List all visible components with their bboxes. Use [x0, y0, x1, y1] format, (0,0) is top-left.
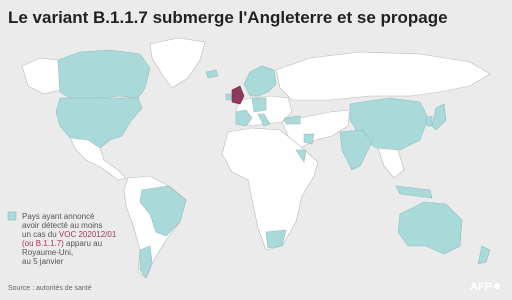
israel — [295, 149, 307, 163]
afp-logo-dot — [494, 283, 500, 289]
japan — [431, 103, 447, 131]
title: Le variant B.1.1.7 submerge l'Angleterre… — [8, 8, 448, 27]
southeast-asia — [377, 147, 405, 179]
legend-text: Pays ayant annoncé avoir détecté au moin… — [22, 212, 119, 266]
greenland — [149, 37, 206, 89]
turkey — [283, 115, 301, 125]
germany — [251, 97, 267, 113]
legend-line: Royaume-Uni, — [22, 248, 73, 257]
usa — [55, 97, 143, 149]
legend-line: au 5 janvier — [22, 257, 64, 266]
legend-line: un cas du — [22, 230, 59, 239]
india — [339, 129, 373, 171]
world-map — [21, 37, 491, 279]
united-kingdom — [231, 85, 245, 105]
iberia — [235, 109, 253, 127]
indonesia — [395, 185, 433, 199]
africa — [221, 127, 319, 251]
iceland — [205, 69, 219, 79]
legend-swatch — [7, 211, 17, 221]
legend-line: Pays ayant annoncé — [22, 212, 95, 221]
legend-line: apparu au — [64, 239, 102, 248]
afp-logo: AFP — [470, 281, 492, 293]
chile-argentina — [139, 245, 153, 279]
korea — [425, 115, 433, 127]
source: Source : autorités de santé — [8, 285, 92, 292]
gulf — [303, 133, 315, 145]
russia — [275, 51, 491, 101]
china — [349, 97, 429, 151]
canada — [57, 49, 151, 99]
australia — [397, 201, 463, 255]
mexico — [69, 137, 127, 181]
legend-line: avoir détecté au moins — [22, 221, 103, 230]
italy — [257, 113, 271, 127]
legend-highlight: VOC 202012/01 — [59, 230, 117, 239]
legend-highlight: (ou B.1.1.7) — [22, 239, 64, 248]
new-zealand — [477, 245, 491, 265]
south-africa — [265, 229, 287, 249]
brazil — [139, 185, 187, 237]
scandinavia — [243, 65, 277, 97]
ireland — [225, 93, 232, 101]
